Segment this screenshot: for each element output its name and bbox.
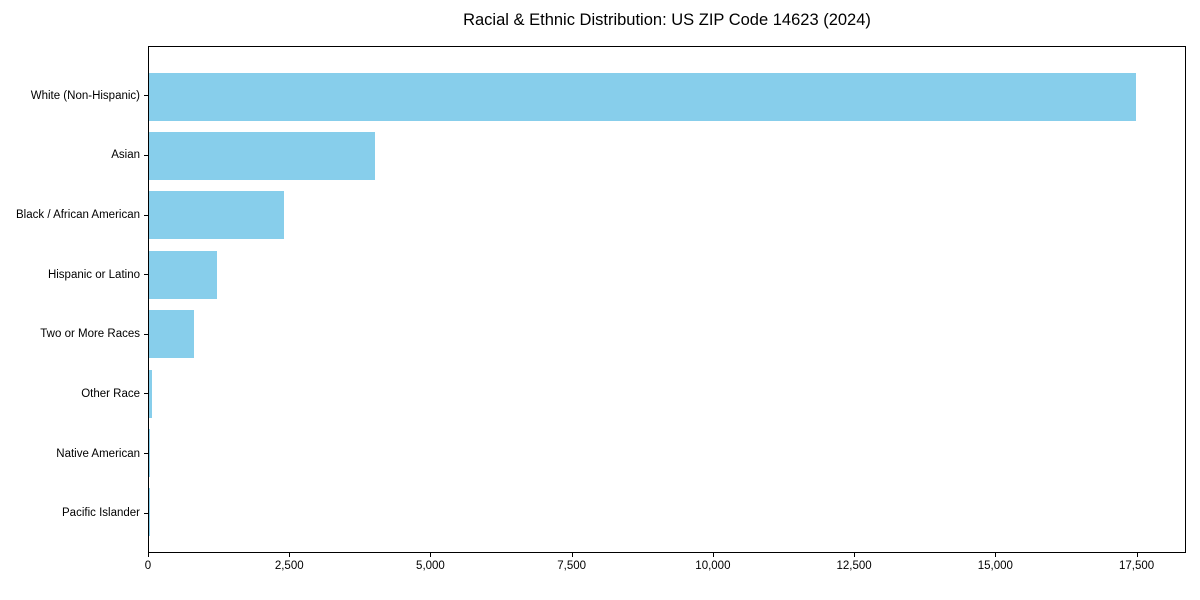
bar-row [149,364,1185,423]
y-label-row: Native American [0,424,148,484]
x-tick-mark [430,553,432,557]
y-tick-mark [144,512,148,514]
y-tick-label: Two or More Races [40,328,140,341]
x-tick-mark [289,553,291,557]
bar [149,369,152,418]
y-tick-mark [144,333,148,335]
y-tick-label: Native American [56,447,140,460]
x-tick-mark [148,553,149,557]
y-label-row: White (Non-Hispanic) [0,66,148,126]
plot-area [148,46,1186,553]
x-tick-label: 0 [144,560,152,572]
bar [149,310,195,359]
y-tick-label: Black / African American [16,209,140,222]
chart-title: Racial & Ethnic Distribution: US ZIP Cod… [463,11,871,29]
bar-row [149,67,1185,126]
x-tick-mark [854,553,856,557]
bar [149,191,285,240]
x-tick-label: 10,000 [695,560,731,572]
y-label-row: Black / African American [0,185,148,245]
x-tick-label: 5,000 [416,560,445,572]
bars-container [149,47,1185,552]
y-label-row: Pacific Islander [0,483,148,543]
y-tick-label: Hispanic or Latino [47,268,140,281]
bar-row [149,186,1185,245]
y-tick-label: Pacific Islander [62,507,140,520]
y-label-row: Two or More Races [0,305,148,365]
bar-row [149,305,1185,364]
x-tick-mark [571,553,573,557]
y-label-row: Asian [0,126,148,186]
bar [149,132,375,181]
x-tick-mark [1136,553,1138,557]
y-tick-mark [144,274,148,276]
y-tick-mark [144,214,148,216]
bar-row [149,126,1185,185]
bar-row [149,245,1185,304]
y-label-row: Hispanic or Latino [0,245,148,305]
y-tick-mark [144,95,148,97]
x-tick-label: 17,500 [1118,560,1155,572]
y-tick-mark [144,453,148,455]
y-label-row: Other Race [0,364,148,424]
x-tick-label: 15,000 [977,560,1013,572]
bar [149,428,151,477]
bar-row [149,423,1185,482]
y-tick-mark [144,154,148,156]
bar [149,72,1136,121]
y-tick-label: White (Non-Hispanic) [30,89,140,102]
y-tick-mark [144,393,148,395]
x-tick-label: 7,500 [557,560,587,572]
y-tick-label: Asian [111,149,140,162]
x-tick-label: 2,500 [274,560,304,572]
y-axis-labels: White (Non-Hispanic) Asian Black / African… [0,46,148,553]
x-tick-label: 12,500 [836,560,872,572]
bar-row [149,483,1185,542]
y-tick-label: Other Race [81,387,140,400]
x-tick-mark [712,553,714,557]
bar [149,250,217,299]
x-tick-mark [995,553,997,557]
